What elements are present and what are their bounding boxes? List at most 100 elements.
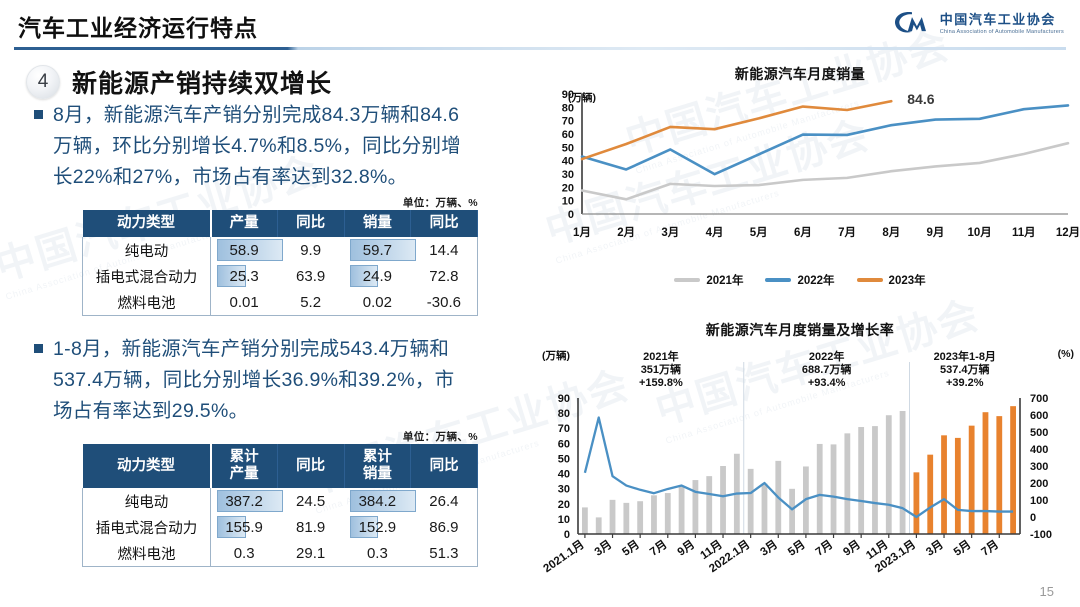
x-axis-tick: 3月 (592, 538, 614, 559)
section-number-badge: 4 (26, 65, 60, 99)
cell-yoy-sales: 14.4 (429, 241, 459, 259)
cell-yoy-production: 24.5 (296, 492, 326, 510)
y-axis-left-tick: 80 (558, 408, 570, 420)
cell-yoy-production: 5.2 (277, 289, 344, 316)
y-axis-right-tick: 600 (1030, 410, 1048, 422)
bar (747, 468, 754, 534)
bar (706, 476, 713, 534)
bar (941, 435, 947, 534)
section-heading: 4 新能源产销持续双增长 (26, 64, 332, 100)
x-axis-tick: 9月 (927, 226, 945, 239)
chart-annotation-line: +93.4% (808, 377, 846, 389)
x-axis-tick: 3月 (924, 538, 946, 559)
y-axis-left-tick: 40 (558, 469, 570, 481)
y-axis-right-tick: 700 (1030, 393, 1048, 405)
chart-annotation-line: +39.2% (946, 377, 984, 389)
y-axis-left-tick: 90 (558, 393, 570, 405)
bar (761, 483, 768, 534)
bullet-text: 1-8月，新能源汽车产销分别完成543.4万辆和537.4万辆，同比分别增长36… (53, 338, 455, 422)
bar (954, 437, 961, 534)
th-sales: 销量 (344, 210, 412, 237)
row-label: 插电式混合动力 (82, 263, 211, 289)
bullet-item: 8月，新能源汽车产销分别完成84.3万辆和84.6万辆，环比分别增长4.7%和8… (0, 100, 512, 193)
combo-chart-svg: 0 10 20 30 40 50 60 70 80 90 -100 0 100 200 300 400 500 6… (541, 349, 1052, 575)
chart-annotation-line: 2022年 (809, 349, 844, 363)
table-header-row: 动力类型 累计 产量 同比 累计 销量 同比 (82, 444, 478, 488)
legend-item[interactable]: 2021年 (674, 272, 743, 288)
y-axis-left-tick: 10 (558, 514, 570, 526)
bullet-item: 1-8月，新能源汽车产销分别完成543.4万辆和537.4万辆，同比分别增长36… (0, 334, 512, 427)
x-axis-tick-group: 3月 (758, 538, 780, 559)
cell-yoy-production: 81.9 (296, 518, 326, 536)
chart-annotation-line: +159.8% (639, 377, 683, 389)
bullet-square-icon (34, 110, 43, 119)
th-power-type: 动力类型 (82, 210, 212, 237)
series-line-2023年 (580, 99, 893, 161)
row-label: 纯电动 (82, 237, 211, 263)
legend-item[interactable]: 2023年 (856, 272, 926, 288)
cell-cum-production: 0.3 (210, 540, 278, 567)
table-row: 纯电动 387.2 24.5 384.2 26.4 (82, 488, 478, 514)
chart-title: 新能源汽车月度销量及增长率 (705, 322, 895, 338)
x-axis-tick-group: 7月 (813, 538, 835, 559)
cell-cum-production: 155.9 (211, 514, 278, 540)
chart-annotation-line: 351万辆 (641, 362, 681, 376)
th-power-type: 动力类型 (82, 444, 212, 488)
cell-sales: 0.02 (344, 289, 411, 316)
legend-item[interactable]: 2022年 (765, 272, 835, 288)
monthly-sales-line-chart: 新能源汽车月度销量 (万辆) 01020304050607080901月2月3月… (520, 64, 1080, 294)
y-axis-left-tick: 30 (558, 484, 570, 496)
x-axis-tick: 3月 (758, 538, 780, 559)
x-axis-tick: 3月 (661, 226, 679, 239)
x-axis-tick: 11月 (1012, 226, 1036, 239)
table-row: 插电式混合动力 155.9 81.9 152.9 86.9 (82, 514, 478, 540)
caam-logo-icon (894, 11, 926, 33)
bar (595, 517, 602, 534)
bar (844, 433, 851, 534)
y-axis-tick: 90 (562, 89, 574, 101)
y-axis-right-tick: 500 (1030, 427, 1048, 439)
row-label: 纯电动 (82, 488, 211, 514)
bar (927, 454, 934, 534)
legend-swatch (765, 278, 792, 282)
y-axis-left-tick: 0 (564, 529, 570, 541)
cell-yoy-production: 29.1 (277, 540, 344, 567)
x-axis-tick-group: 9月 (841, 538, 863, 559)
table-row: 纯电动 58.9 9.9 59.7 14.4 (82, 237, 478, 263)
logo-text-en: China Association of Automobile Manufact… (939, 29, 1064, 35)
x-axis-tick: 9月 (841, 538, 863, 559)
bar (872, 426, 878, 534)
cell-yoy-sales: 72.8 (429, 267, 459, 285)
y-axis-tick: 80 (562, 102, 574, 114)
bar (651, 495, 657, 534)
bar (664, 493, 671, 534)
slide-header: 汽车工业经济运行特点 中国汽车工业协会 China Association of… (0, 0, 1080, 52)
bar (637, 501, 644, 534)
th-production: 产量 (210, 210, 278, 237)
x-axis-tick-group: 5月 (786, 538, 808, 559)
x-axis-tick-group: 7月 (979, 538, 1001, 559)
cell-sales: 24.9 (344, 263, 411, 289)
y-axis-right-tick: 400 (1030, 444, 1048, 456)
cell-cum-sales: 152.9 (344, 514, 411, 540)
y-axis-right-tick: 100 (1030, 495, 1048, 507)
cell-cum-sales: 384.2 (344, 488, 416, 514)
cell-cum-sales: 0.3 (344, 540, 411, 567)
y-axis-tick: 20 (562, 182, 574, 194)
bullet-square-icon (34, 344, 43, 353)
x-axis-tick: 4月 (706, 226, 724, 239)
x-axis-tick-group: 5月 (951, 538, 973, 559)
row-label: 燃料电池 (82, 540, 211, 567)
x-axis-tick: 5月 (951, 538, 973, 559)
th-yoy-sales: 同比 (410, 444, 478, 488)
x-axis-tick: 7月 (838, 226, 856, 239)
legend-label: 2021年 (706, 275, 744, 287)
y-axis-tick: 30 (562, 169, 574, 181)
chart-annotation-line: 2023年1-8月 (934, 349, 996, 363)
x-axis-tick: 8月 (882, 226, 900, 239)
chart-annotation-line: 2021年 (643, 349, 678, 363)
x-axis-tick-group: 3月 (924, 538, 946, 559)
section-title: 新能源产销持续双增长 (72, 70, 333, 98)
